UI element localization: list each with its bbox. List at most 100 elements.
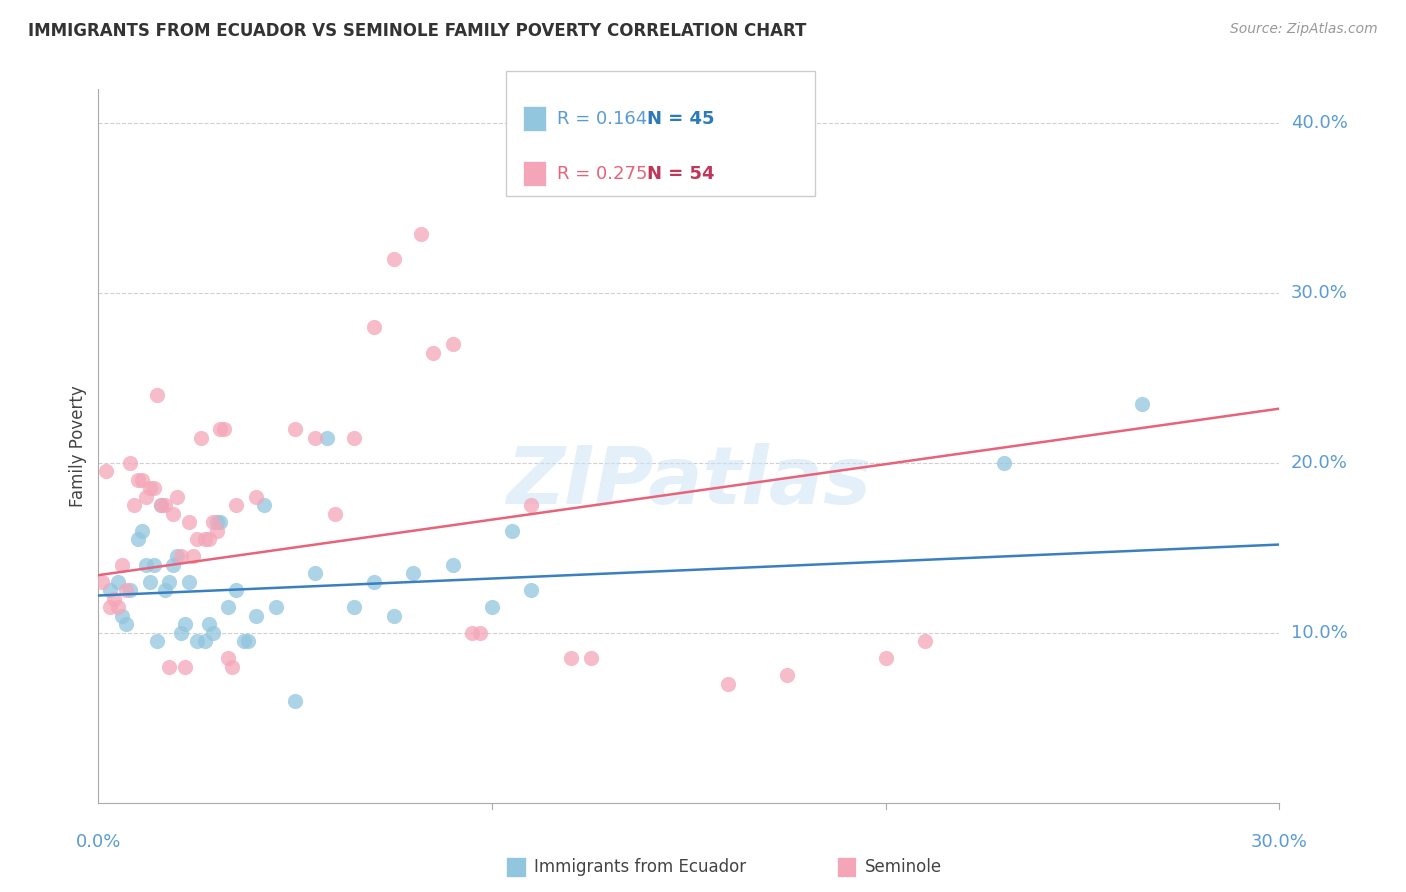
Point	[98, 583, 121, 598]
Point	[111, 558, 134, 572]
Point	[221, 660, 243, 674]
Point	[233, 634, 256, 648]
Point	[194, 634, 217, 648]
Point	[166, 549, 188, 564]
Text: 40.0%: 40.0%	[1291, 114, 1347, 132]
Point	[162, 558, 184, 572]
Point	[190, 430, 212, 444]
Point	[170, 626, 193, 640]
Point	[343, 600, 366, 615]
Text: R = 0.164: R = 0.164	[557, 110, 647, 128]
Point	[186, 533, 208, 547]
Point	[98, 600, 121, 615]
Point	[461, 626, 484, 640]
Point	[304, 566, 326, 581]
Point	[914, 634, 936, 648]
Point	[481, 600, 503, 615]
Point	[315, 430, 337, 444]
Point	[209, 422, 232, 436]
Point	[411, 227, 433, 241]
Point	[323, 507, 346, 521]
Point	[157, 660, 180, 674]
Point	[201, 516, 224, 530]
Point	[150, 499, 173, 513]
Point	[177, 516, 200, 530]
Text: N = 45: N = 45	[647, 110, 714, 128]
Text: Immigrants from Ecuador: Immigrants from Ecuador	[534, 858, 747, 876]
Point	[146, 634, 169, 648]
Point	[122, 499, 145, 513]
Text: Seminole: Seminole	[865, 858, 942, 876]
Point	[501, 524, 523, 538]
Point	[197, 617, 219, 632]
Point	[217, 651, 239, 665]
Point	[217, 600, 239, 615]
Point	[875, 651, 897, 665]
Point	[155, 583, 177, 598]
Text: Source: ZipAtlas.com: Source: ZipAtlas.com	[1230, 22, 1378, 37]
Point	[284, 694, 307, 708]
Text: IMMIGRANTS FROM ECUADOR VS SEMINOLE FAMILY POVERTY CORRELATION CHART: IMMIGRANTS FROM ECUADOR VS SEMINOLE FAMI…	[28, 22, 807, 40]
Point	[131, 473, 153, 487]
Point	[150, 499, 173, 513]
Point	[131, 524, 153, 538]
Point	[155, 499, 177, 513]
Point	[146, 388, 169, 402]
Point	[363, 320, 385, 334]
Point	[142, 558, 165, 572]
Point	[214, 422, 236, 436]
Point	[579, 651, 602, 665]
Point	[245, 608, 267, 623]
Point	[470, 626, 492, 640]
Point	[343, 430, 366, 444]
Point	[118, 583, 141, 598]
Y-axis label: Family Poverty: Family Poverty	[69, 385, 87, 507]
Point	[382, 608, 405, 623]
Point	[993, 456, 1015, 470]
Point	[170, 549, 193, 564]
Point	[186, 634, 208, 648]
Point	[225, 499, 247, 513]
Text: N = 54: N = 54	[647, 165, 714, 183]
Point	[138, 482, 160, 496]
Point	[520, 583, 543, 598]
Point	[205, 524, 228, 538]
Point	[162, 507, 184, 521]
Point	[103, 591, 125, 606]
Point	[284, 422, 307, 436]
Point	[205, 516, 228, 530]
Point	[1130, 396, 1153, 410]
Point	[245, 490, 267, 504]
Point	[363, 574, 385, 589]
Point	[194, 533, 217, 547]
Point	[142, 482, 165, 496]
Point	[135, 490, 157, 504]
Point	[717, 677, 740, 691]
Point	[520, 499, 543, 513]
Point	[560, 651, 582, 665]
Point	[166, 490, 188, 504]
Text: R = 0.275: R = 0.275	[557, 165, 647, 183]
Text: ZIPatlas: ZIPatlas	[506, 442, 872, 521]
Point	[177, 574, 200, 589]
Text: 0.0%: 0.0%	[76, 833, 121, 851]
Text: 10.0%: 10.0%	[1291, 624, 1347, 642]
Point	[174, 660, 197, 674]
Point	[209, 516, 232, 530]
Point	[118, 456, 141, 470]
Point	[96, 465, 118, 479]
Point	[441, 558, 464, 572]
Text: 30.0%: 30.0%	[1291, 284, 1347, 302]
Point	[138, 574, 160, 589]
Point	[225, 583, 247, 598]
Point	[127, 533, 149, 547]
Point	[201, 626, 224, 640]
Point	[441, 337, 464, 351]
Point	[91, 574, 114, 589]
Point	[127, 473, 149, 487]
Point	[776, 668, 799, 682]
Point	[253, 499, 276, 513]
Point	[107, 574, 129, 589]
Point	[174, 617, 197, 632]
Point	[157, 574, 180, 589]
